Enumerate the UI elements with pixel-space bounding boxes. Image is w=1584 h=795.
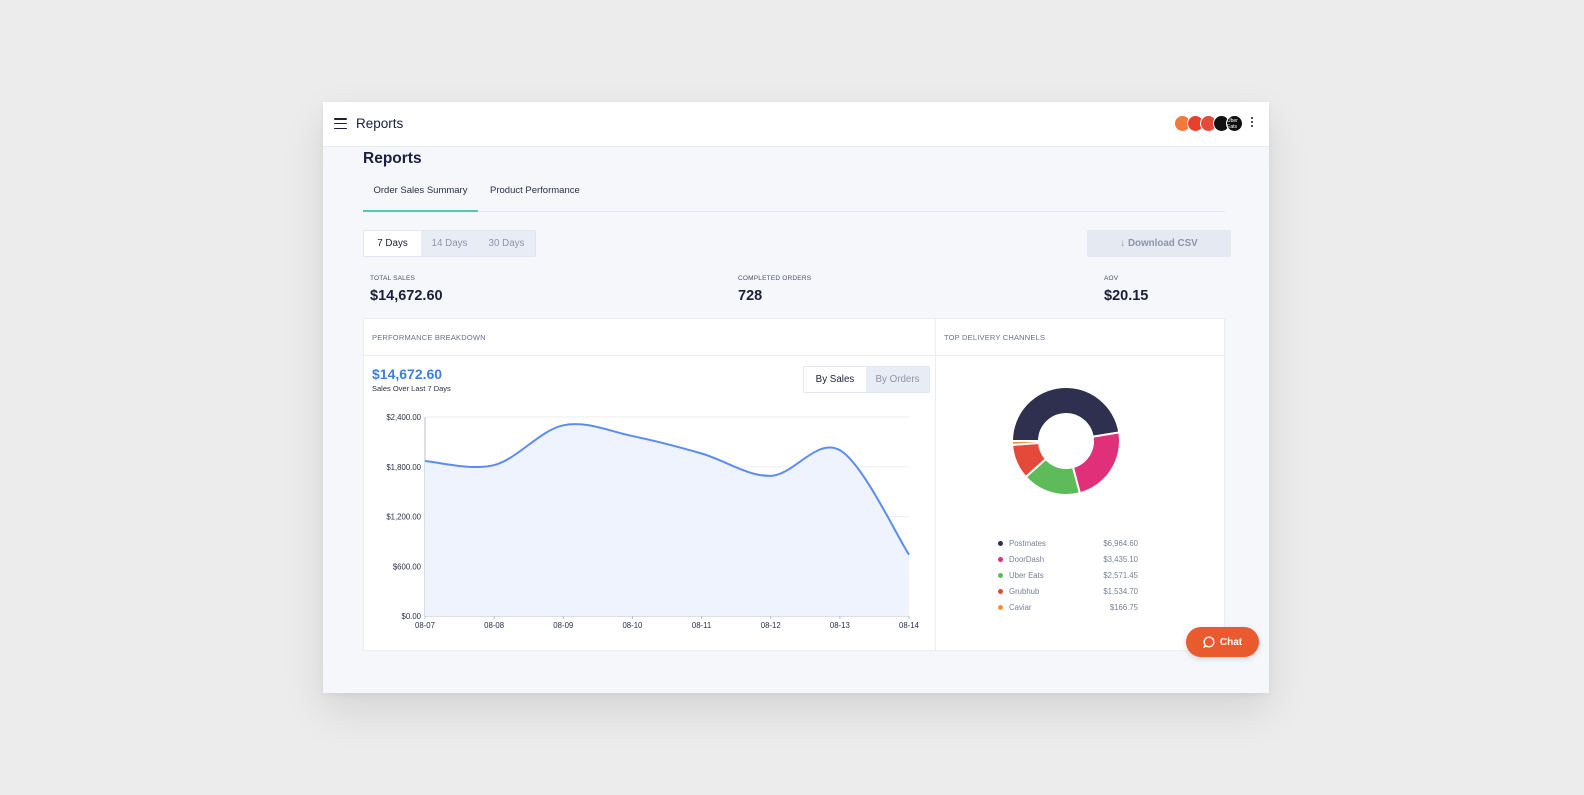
legend-label: Uber Eats [1009, 571, 1044, 580]
donut-slice-caviar [1010, 440, 1041, 446]
legend-dot [998, 541, 1003, 546]
app-title: Reports [356, 116, 404, 131]
total-sales-label: TOTAL SALES [370, 275, 416, 282]
legend-item-uber-eats: Uber Eats $2,571.45 [998, 571, 1138, 587]
legend-value: $1,534.70 [1103, 587, 1138, 596]
legend-label: Postmates [1009, 539, 1046, 548]
performance-breakdown-title: PERFORMANCE BREAKDOWN [364, 319, 935, 356]
channels-donut-chart [1010, 386, 1121, 496]
range-14-days-button[interactable]: 14 Days [421, 231, 478, 256]
y-tick-label: $2,400.00 [386, 413, 421, 422]
sales-area [425, 424, 909, 616]
by-orders-button[interactable]: By Orders [866, 367, 929, 392]
completed-orders-label: COMPLETED ORDERS [738, 275, 812, 282]
hamburger-menu-icon[interactable] [334, 118, 347, 130]
y-tick-label: $600.00 [393, 562, 422, 571]
top-delivery-channels-title: TOP DELIVERY CHANNELS [936, 319, 1224, 356]
x-tick-label: 08-12 [761, 621, 781, 630]
legend-value: $2,571.45 [1103, 571, 1138, 580]
legend-label: Caviar [1009, 603, 1032, 612]
range-7-days-button[interactable]: 7 Days [364, 231, 421, 256]
report-tabs: Order Sales Summary Product Performance [363, 180, 1225, 212]
legend-dot [998, 557, 1003, 562]
range-30-days-button[interactable]: 30 Days [478, 231, 535, 256]
sales-line-chart: $0.00 $600.00 $1,200.00 $1,800.00 $2,400.00 0… [386, 413, 920, 630]
donut-slice-postmates [1010, 386, 1121, 442]
more-options-icon[interactable] [1250, 117, 1254, 130]
metric-toggle: By Sales By Orders [803, 366, 930, 393]
x-tick-label: 08-10 [622, 621, 643, 630]
x-tick-label: 08-14 [899, 621, 920, 630]
channels-legend: Postmates $6,964.60 DoorDash $3,435.10 Uber … [998, 539, 1138, 619]
uber-eats-logo[interactable]: Uber Eats [1226, 115, 1243, 132]
legend-item-postmates: Postmates $6,964.60 [998, 539, 1138, 555]
aov-label: AOV [1104, 275, 1119, 282]
tab-order-sales-summary[interactable]: Order Sales Summary [363, 180, 478, 212]
tab-product-performance[interactable]: Product Performance [490, 185, 580, 196]
top-bar: Reports Uber Eats [323, 102, 1269, 147]
download-csv-button[interactable]: ↓ Download CSV [1087, 230, 1231, 257]
legend-dot [998, 589, 1003, 594]
total-sales-value: $14,672.60 [370, 288, 443, 304]
x-tick-label: 08-13 [830, 621, 850, 630]
legend-item-doordash: DoorDash $3,435.10 [998, 555, 1138, 571]
reports-window: Reports Uber Eats Reports Order Sales Su… [323, 102, 1269, 693]
aov-value: $20.15 [1104, 288, 1149, 304]
legend-label: Grubhub [1009, 587, 1040, 596]
donut-slice-doordash [1071, 431, 1121, 495]
performance-total: $14,672.60 [372, 366, 443, 382]
legend-value: $166.75 [1109, 603, 1138, 612]
legend-item-caviar: Caviar $166.75 [998, 603, 1138, 619]
by-sales-button[interactable]: By Sales [804, 367, 866, 392]
y-tick-label: $1,200.00 [386, 513, 421, 522]
legend-dot [998, 605, 1003, 610]
chat-button[interactable]: Chat [1186, 627, 1259, 657]
completed-orders-value: 728 [738, 288, 763, 304]
y-tick-label: $0.00 [401, 612, 421, 621]
x-tick-label: 08-07 [415, 621, 435, 630]
sales-line [424, 423, 910, 556]
page-title: Reports [363, 150, 422, 167]
legend-label: DoorDash [1009, 555, 1045, 564]
date-range-selector: 7 Days 14 Days 30 Days [363, 230, 536, 257]
legend-value: $6,964.60 [1103, 539, 1138, 548]
delivery-platform-logos[interactable]: Uber Eats [1174, 115, 1243, 132]
chat-label: Chat [1219, 636, 1243, 648]
legend-value: $3,435.10 [1103, 555, 1138, 564]
performance-breakdown-card: PERFORMANCE BREAKDOWN $14,672.60 Sales O… [363, 318, 936, 651]
legend-item-grubhub: Grubhub $1,534.70 [998, 587, 1138, 603]
chat-bubble-icon [1203, 636, 1215, 648]
x-tick-label: 08-08 [484, 621, 504, 630]
x-tick-label: 08-09 [553, 621, 573, 630]
x-tick-label: 08-11 [692, 621, 711, 630]
performance-subtitle: Sales Over Last 7 Days [372, 384, 451, 393]
top-delivery-channels-card: TOP DELIVERY CHANNELS Postmates $6,964.60… [935, 318, 1225, 651]
y-tick-label: $1,800.00 [386, 463, 421, 472]
legend-dot [998, 573, 1003, 578]
